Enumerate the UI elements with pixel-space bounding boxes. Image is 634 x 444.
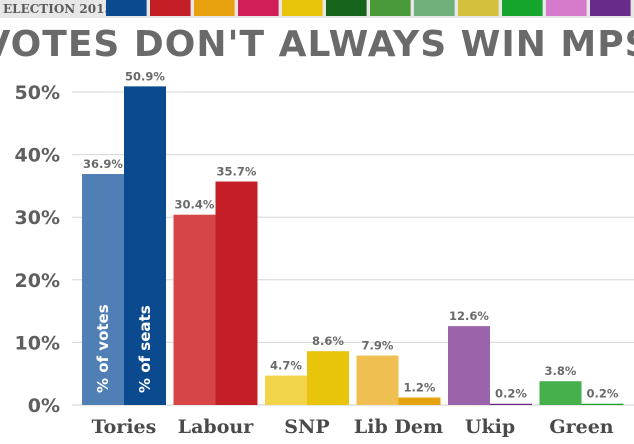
strip-swatch <box>238 0 279 16</box>
bar-votes-green <box>539 381 582 405</box>
x-tick-label: Lib Dem <box>354 416 443 438</box>
data-label: 8.6% <box>312 334 344 348</box>
x-tick-label: SNP <box>284 416 329 438</box>
data-label: 50.9% <box>125 69 165 83</box>
bar-seats-tories <box>124 86 166 405</box>
data-label: 3.8% <box>545 364 577 378</box>
data-label: 1.2% <box>404 380 436 394</box>
strip-swatch <box>414 0 455 16</box>
y-tick-label: 0% <box>28 395 60 417</box>
strip-swatch <box>546 0 587 16</box>
y-tick-label: 50% <box>15 82 60 104</box>
strip-swatch <box>282 0 323 16</box>
bar-votes-ukip <box>448 326 490 405</box>
data-label: 0.2% <box>495 387 527 401</box>
strip-swatch <box>370 0 411 16</box>
series-name-label: % of seats <box>136 305 154 393</box>
data-label: 7.9% <box>362 339 394 353</box>
strip-swatch <box>106 0 147 16</box>
data-label: 0.2% <box>587 387 619 401</box>
data-label: 36.9% <box>83 157 123 171</box>
strip-swatch <box>502 0 543 16</box>
chart-title: VOTES DON'T ALWAYS WIN MPS <box>0 24 634 65</box>
strip-swatch <box>590 0 631 16</box>
bar-votes-snp <box>265 375 307 405</box>
data-label: 12.6% <box>449 309 489 323</box>
series-name-label: % of votes <box>94 304 112 393</box>
strip-swatch <box>150 0 191 16</box>
bar-seats-ukip <box>490 403 532 405</box>
party-color-strip <box>106 0 631 16</box>
data-label: 35.7% <box>217 165 257 179</box>
y-axis: 0% 10% 20% 30% 40% 50% <box>15 82 60 417</box>
y-tick-label: 40% <box>15 145 60 167</box>
bar-seats-green <box>581 403 624 405</box>
x-tick-label: Green <box>549 416 613 438</box>
election-label: ELECTION 2015 <box>3 2 113 16</box>
data-label: 4.7% <box>270 359 302 373</box>
x-tick-label: Ukip <box>465 416 515 438</box>
bar-seats-lib-dem <box>398 397 441 405</box>
bar-votes-lib-dem <box>356 355 399 405</box>
y-tick-label: 10% <box>15 332 60 354</box>
y-tick-label: 20% <box>15 270 60 292</box>
x-tick-label: Labour <box>178 416 254 438</box>
bar-votes-labour <box>173 214 216 405</box>
bar-seats-snp <box>307 351 349 405</box>
x-axis: Tories Labour SNP Lib Dem Ukip Green <box>92 416 614 438</box>
y-tick-label: 30% <box>15 207 60 229</box>
bars: 36.9% % of votes 50.9% % of seats 30.4% 35.7%… <box>82 69 624 405</box>
strip-swatch <box>326 0 367 16</box>
bar-votes-tories <box>82 174 124 405</box>
x-tick-label: Tories <box>92 416 157 438</box>
strip-swatch <box>458 0 499 16</box>
bar-seats-labour <box>215 181 258 405</box>
data-label: 30.4% <box>175 198 215 212</box>
strip-swatch <box>194 0 235 16</box>
